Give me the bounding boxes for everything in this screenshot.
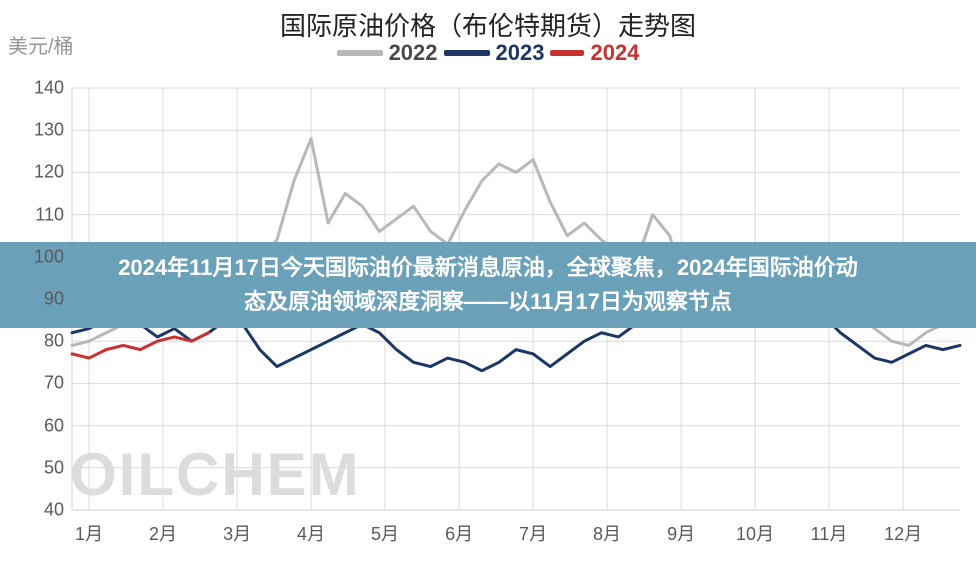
y-tick-label: 80 <box>24 331 64 352</box>
y-tick-label: 70 <box>24 373 64 394</box>
x-tick-label: 12月 <box>884 520 922 546</box>
y-tick-label: 40 <box>24 500 64 521</box>
headline-overlay-banner: 2024年11月17日今天国际油价最新消息原油，全球聚焦，2024年国际油价动 … <box>0 242 976 328</box>
y-tick-label: 60 <box>24 415 64 436</box>
x-tick-label: 5月 <box>371 520 399 546</box>
x-tick-label: 11月 <box>811 520 848 546</box>
series-line-2024 <box>72 333 209 358</box>
x-tick-label: 9月 <box>667 520 695 546</box>
y-tick-label: 90 <box>24 289 64 310</box>
y-tick-label: 120 <box>24 162 64 183</box>
x-tick-label: 4月 <box>297 520 325 546</box>
y-tick-label: 50 <box>24 457 64 478</box>
y-tick-label: 130 <box>24 120 64 141</box>
y-tick-label: 110 <box>24 204 64 225</box>
x-tick-label: 3月 <box>223 520 251 546</box>
overlay-line-1: 2024年11月17日今天国际油价最新消息原油，全球聚焦，2024年国际油价动 <box>118 251 858 285</box>
watermark-text: OILCHEM <box>70 440 361 509</box>
overlay-line-2: 态及原油领域深度洞察——以11月17日为观察节点 <box>244 285 732 319</box>
x-tick-label: 7月 <box>519 520 547 546</box>
x-tick-label: 6月 <box>445 520 473 546</box>
x-tick-label: 1月 <box>75 520 103 546</box>
x-tick-label: 2月 <box>149 520 177 546</box>
x-tick-label: 8月 <box>593 520 621 546</box>
y-tick-label: 140 <box>24 78 64 99</box>
x-tick-label: 10月 <box>736 520 774 546</box>
y-tick-label: 100 <box>24 246 64 267</box>
